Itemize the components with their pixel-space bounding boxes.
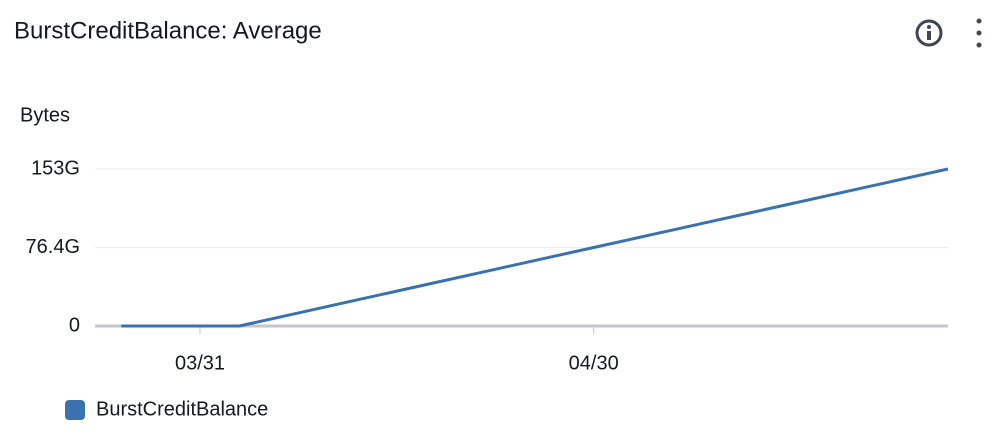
info-stem — [927, 31, 931, 40]
x-tick-label: 04/30 — [569, 352, 619, 374]
legend-label: BurstCreditBalance — [96, 398, 268, 420]
dot — [976, 18, 982, 24]
x-tick-label: 03/31 — [175, 352, 225, 374]
legend-item[interactable]: BurstCreditBalance — [65, 398, 268, 420]
chart-title: BurstCreditBalance: Average — [14, 17, 322, 44]
dot — [976, 42, 982, 48]
legend-swatch — [65, 400, 85, 420]
dot — [976, 30, 982, 36]
info-icon — [915, 19, 943, 47]
y-tick-label: 76.4G — [26, 236, 80, 258]
y-tick-label: 153G — [31, 157, 80, 179]
y-tick-label: 0 — [69, 314, 80, 336]
more-button[interactable] — [976, 18, 982, 48]
data-line — [121, 167, 949, 328]
info-dot — [927, 25, 931, 29]
info-button[interactable] — [915, 19, 943, 47]
y-axis-label: Bytes — [20, 104, 70, 126]
